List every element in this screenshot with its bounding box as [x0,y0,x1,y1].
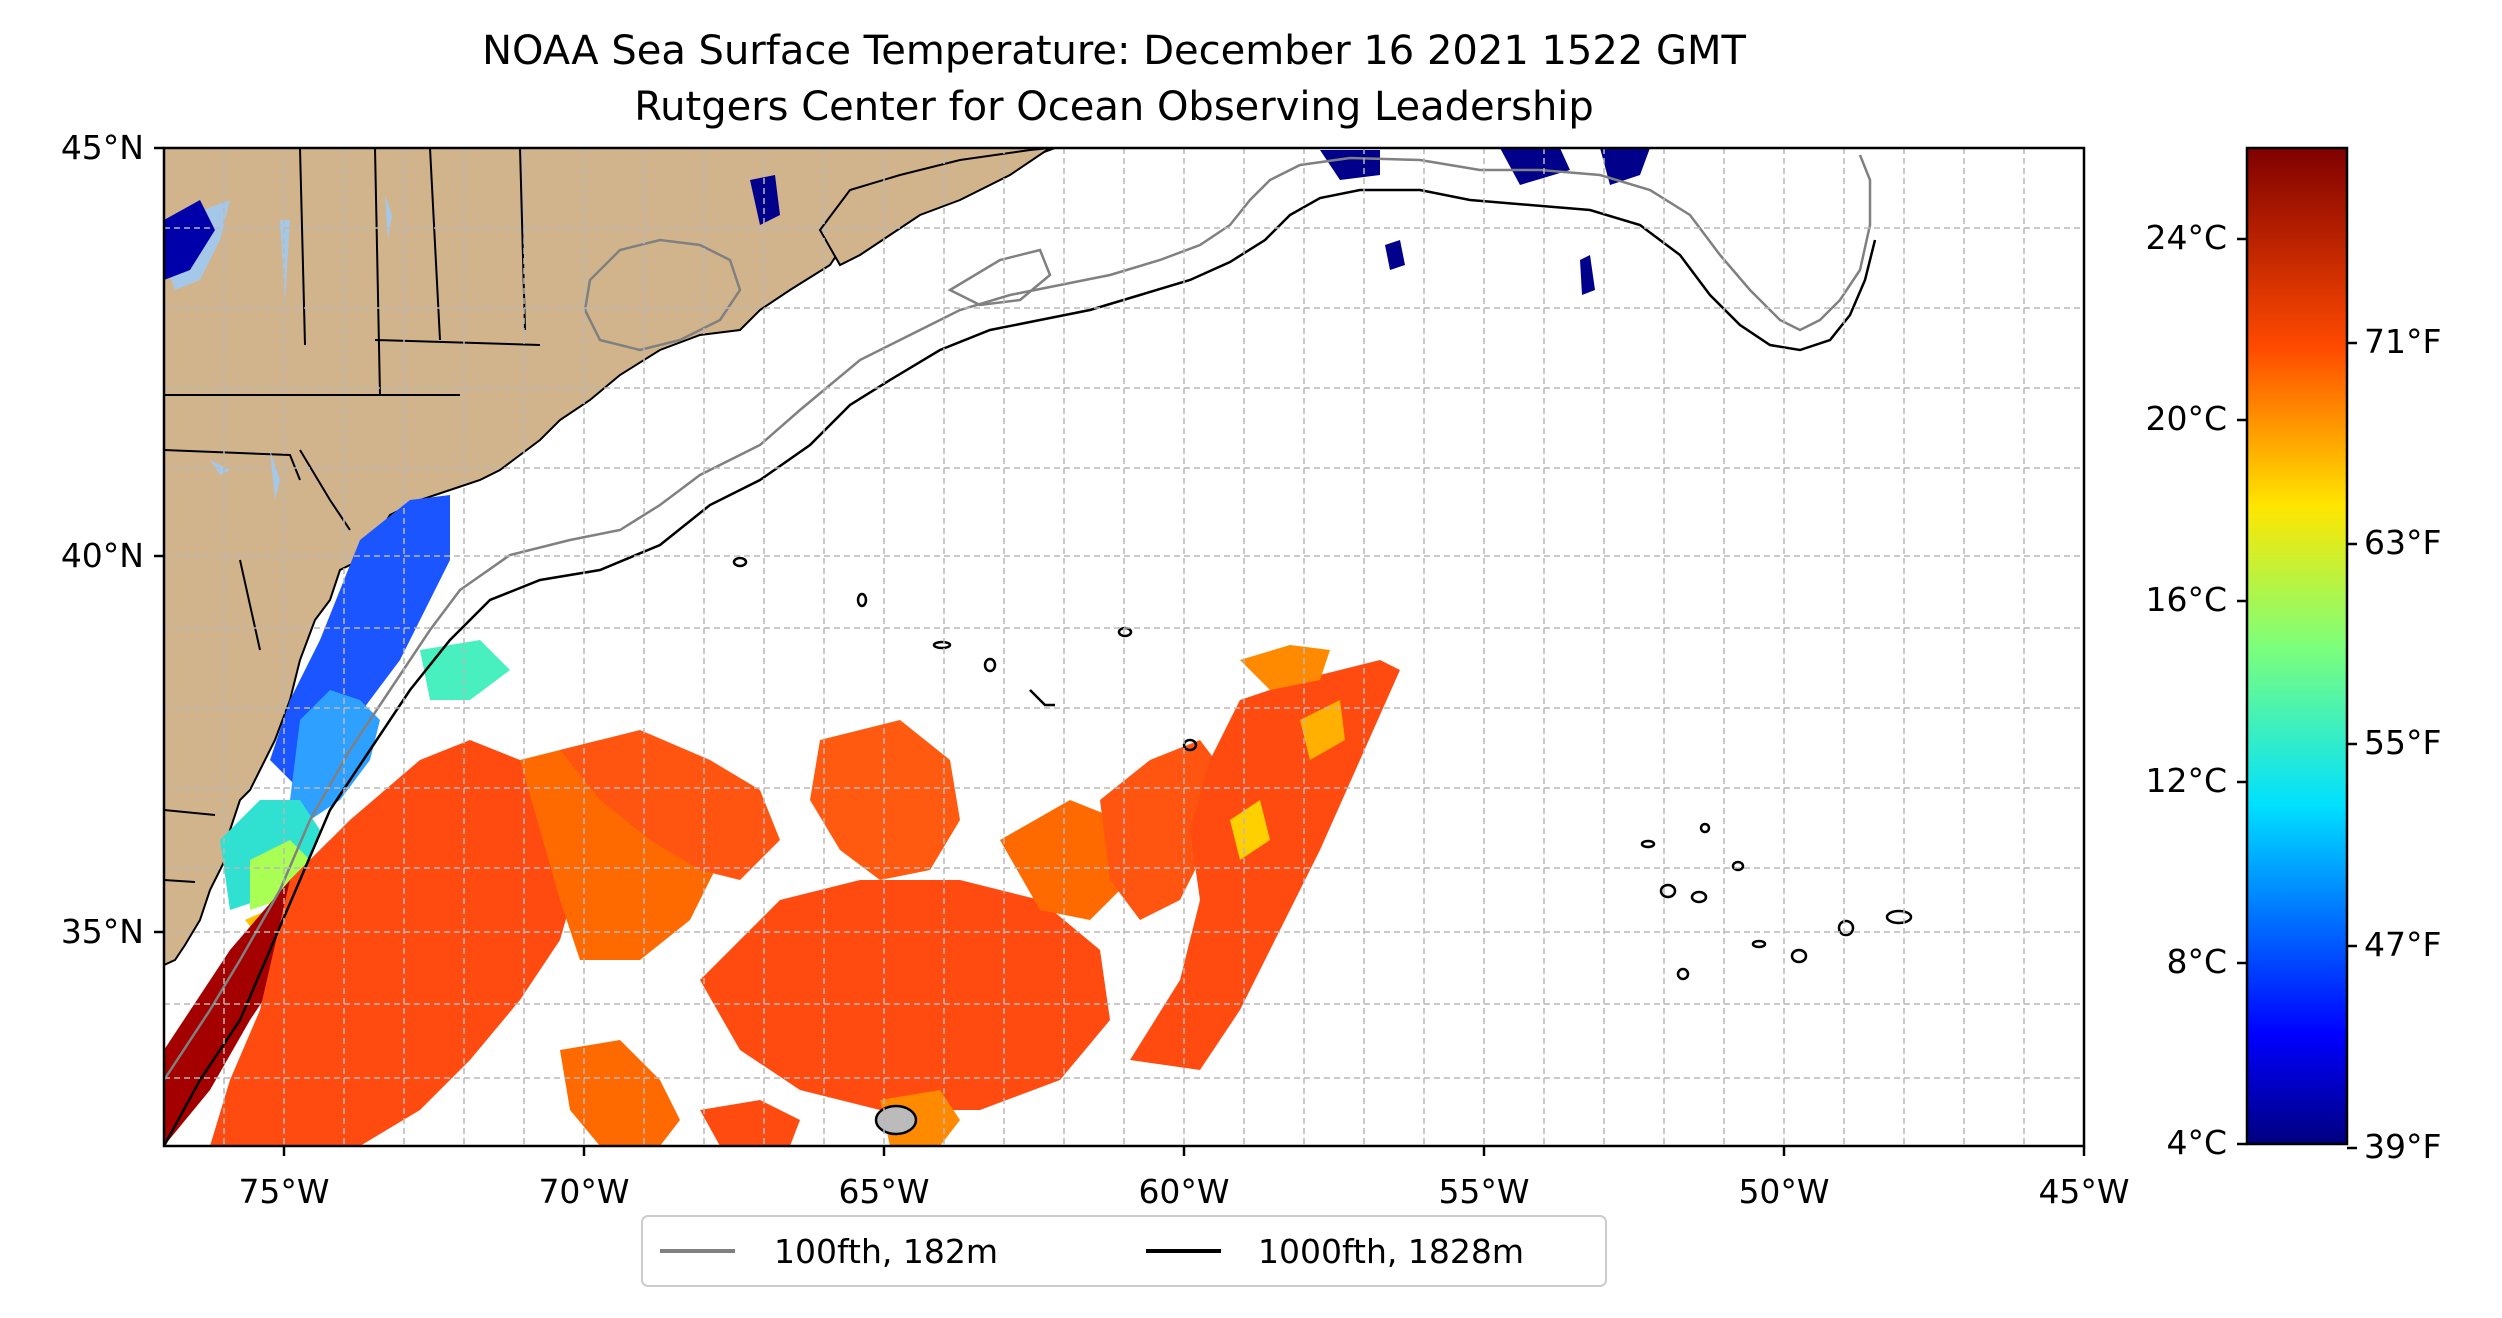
land-nova-scotia [818,148,1051,267]
lat-tick-label: 35°N [61,912,144,951]
colorbar-celsius-label: 12°C [2145,761,2227,800]
colorbar-gradient [2245,146,2349,1146]
colorbar: 4°C 8°C 12°C 16°C 20°C 24°C 39°F 47°F 55… [2145,146,2441,1166]
legend-label-100fth: 100fth, 182m [774,1232,998,1271]
lon-tick-label: 75°W [238,1172,329,1211]
lat-tick-label: 45°N [61,128,144,167]
lon-tick-label: 60°W [1138,1172,1229,1211]
colorbar-fahrenheit-label: 55°F [2364,723,2441,762]
isobath-1000fth [164,188,1913,1146]
colorbar-fahrenheit-label: 47°F [2364,925,2441,964]
lon-tick-labels: 75°W 70°W 65°W 60°W 55°W 50°W 45°W [238,1172,2129,1211]
legend-label-1000fth: 1000fth, 1828m [1258,1232,1524,1271]
lon-tick-label: 45°W [2038,1172,2129,1211]
map-title-line2: Rutgers Center for Ocean Observing Leade… [634,84,1594,130]
colorbar-celsius-label: 20°C [2145,399,2227,438]
lon-tick-label: 65°W [838,1172,929,1211]
colorbar-fahrenheit-label: 71°F [2364,322,2441,361]
legend: 100fth, 182m 1000fth, 1828m [641,1215,1607,1287]
colorbar-fahrenheit-label: 39°F [2364,1127,2441,1166]
lon-tick-label: 70°W [538,1172,629,1211]
colorbar-celsius-label: 16°C [2145,580,2227,619]
map-title-line1: NOAA Sea Surface Temperature: December 1… [482,28,1746,74]
gridlines [164,148,2084,1146]
isobath-100fth [164,154,1872,1081]
map-area[interactable] [164,148,2084,1146]
lat-tick-label: 40°N [61,536,144,575]
sst-data [164,148,1650,1146]
colorbar-fahrenheit-label: 63°F [2364,523,2441,562]
lon-tick-label: 50°W [1738,1172,1829,1211]
colorbar-celsius-label: 8°C [2166,942,2227,981]
colorbar-celsius-label: 24°C [2145,218,2227,257]
axis-ticks [154,146,2086,1156]
colorbar-celsius-label: 4°C [2166,1123,2227,1162]
lat-tick-labels: 35°N 40°N 45°N [61,128,144,951]
map-frame [162,146,2086,1148]
lon-tick-label: 55°W [1438,1172,1529,1211]
